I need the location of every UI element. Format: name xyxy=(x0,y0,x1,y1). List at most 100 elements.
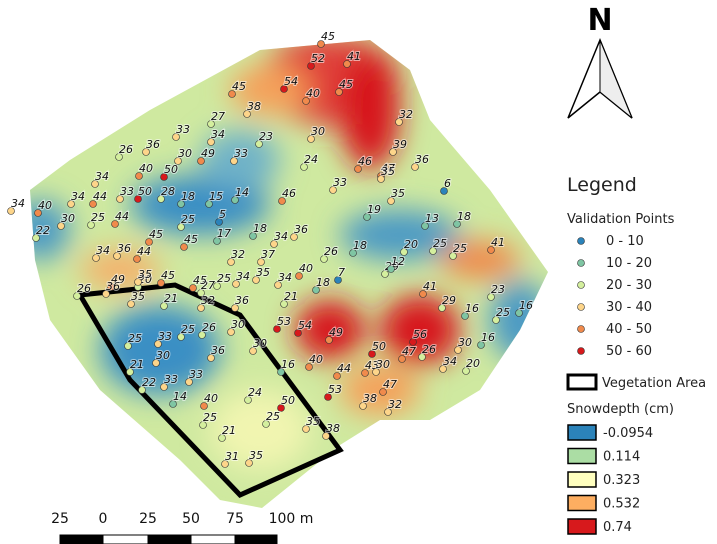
point-label: 32 xyxy=(399,108,413,121)
legend-snow-swatch xyxy=(568,496,596,511)
point-label: 50 xyxy=(164,163,178,176)
point-label: 41 xyxy=(423,280,437,293)
point-label: 18 xyxy=(457,210,471,223)
point-label: 33 xyxy=(189,368,203,381)
point-label: 21 xyxy=(284,290,298,303)
legend-snow-label: 0.74 xyxy=(603,520,632,535)
point-label: 50 xyxy=(281,394,295,407)
point-label: 24 xyxy=(304,153,318,166)
point-label: 30 xyxy=(231,318,245,331)
point-label: 34 xyxy=(95,170,109,183)
point-label: 28 xyxy=(161,185,175,198)
scale-segment xyxy=(103,535,148,544)
point-label: 25 xyxy=(217,272,231,285)
point-label: 54 xyxy=(284,75,298,88)
point-label: 34 xyxy=(211,128,225,141)
point-label: 41 xyxy=(491,236,505,249)
point-label: 18 xyxy=(353,239,367,252)
point-label: 16 xyxy=(481,331,495,344)
point-label: 36 xyxy=(211,344,225,357)
point-label: 33 xyxy=(164,373,178,386)
legend-snow-label: 0.114 xyxy=(603,450,640,465)
point-label: 21 xyxy=(222,424,236,437)
point-label: 52 xyxy=(311,52,325,65)
point-label: 13 xyxy=(425,212,439,225)
scale-label: 75 xyxy=(226,511,244,527)
point-label: 25 xyxy=(433,237,447,250)
point-label: 30 xyxy=(253,337,267,350)
point-label: 29 xyxy=(442,294,456,307)
legend-point-label: 40 - 50 xyxy=(606,322,652,337)
point-label: 33 xyxy=(120,185,134,198)
point-label: 36 xyxy=(415,153,429,166)
legend-vegetation: Vegetation Area xyxy=(602,376,706,391)
point-label: 25 xyxy=(91,211,105,224)
point-label: 35 xyxy=(249,449,263,462)
point-label: 34 xyxy=(443,355,457,368)
scale-segment xyxy=(191,535,235,544)
point-label: 5 xyxy=(219,208,226,221)
point-label: 20 xyxy=(404,238,418,251)
legend-point-swatch xyxy=(578,238,585,245)
point-label: 49 xyxy=(201,147,215,160)
legend-point-label: 10 - 20 xyxy=(606,256,652,271)
point-label: 33 xyxy=(158,330,172,343)
point-label: 50 xyxy=(372,340,386,353)
legend-title: Legend xyxy=(567,174,637,196)
point-label: 44 xyxy=(137,245,151,258)
legend-point-swatch xyxy=(578,260,585,267)
point-label: 40 xyxy=(139,162,153,175)
point-label: 44 xyxy=(115,210,129,223)
scale-segment xyxy=(235,535,277,544)
point-label: 22 xyxy=(142,376,156,389)
point-label: 7 xyxy=(338,266,345,279)
page: {"north": "N", "legend": { "title": "Leg… xyxy=(0,0,717,544)
point-label: 25 xyxy=(453,242,467,255)
legend-point-swatch xyxy=(578,326,585,333)
legend-point-label: 50 - 60 xyxy=(606,344,652,359)
point-label: 35 xyxy=(256,266,270,279)
legend-point-swatch xyxy=(578,304,585,311)
legend-snow-label: 0.323 xyxy=(603,473,640,488)
point-label: 23 xyxy=(491,283,505,296)
point-label: 45 xyxy=(232,80,246,93)
point-label: 34 xyxy=(11,197,25,210)
point-label: 26 xyxy=(119,143,133,156)
point-label: 44 xyxy=(93,190,107,203)
point-label: 21 xyxy=(164,292,178,305)
point-label: 46 xyxy=(358,155,372,168)
point-label: 54 xyxy=(298,319,312,332)
point-label: 46 xyxy=(282,187,296,200)
point-label: 34 xyxy=(236,270,250,283)
point-label: 21 xyxy=(130,358,144,371)
point-label: 40 xyxy=(299,262,313,275)
point-label: 25 xyxy=(496,306,510,319)
point-label: 38 xyxy=(326,422,340,435)
legend-snow-label: -0.0954 xyxy=(603,426,653,441)
point-label: 36 xyxy=(294,223,308,236)
point-label: 45 xyxy=(321,30,335,43)
legend-snow-swatch xyxy=(568,449,596,464)
point-label: 25 xyxy=(128,332,142,345)
point-label: 30 xyxy=(156,349,170,362)
point-label: 25 xyxy=(181,213,195,226)
point-label: 35 xyxy=(381,165,395,178)
point-label: 36 xyxy=(117,242,131,255)
point-label: 36 xyxy=(235,294,249,307)
point-label: 35 xyxy=(391,187,405,200)
point-label: 41 xyxy=(347,50,361,63)
point-label: 14 xyxy=(173,390,187,403)
point-label: 40 xyxy=(204,392,218,405)
point-label: 30 xyxy=(376,358,390,371)
point-label: 25 xyxy=(181,323,195,336)
point-label: 34 xyxy=(278,271,292,284)
point-label: 30 xyxy=(178,147,192,160)
point-label: 45 xyxy=(149,228,163,241)
point-label: 16 xyxy=(519,299,533,312)
point-label: 18 xyxy=(316,276,330,289)
legend-snow-swatch xyxy=(568,472,596,487)
point-label: 35 xyxy=(131,290,145,303)
point-label: 24 xyxy=(248,386,262,399)
scale-label: 25 xyxy=(139,511,157,527)
